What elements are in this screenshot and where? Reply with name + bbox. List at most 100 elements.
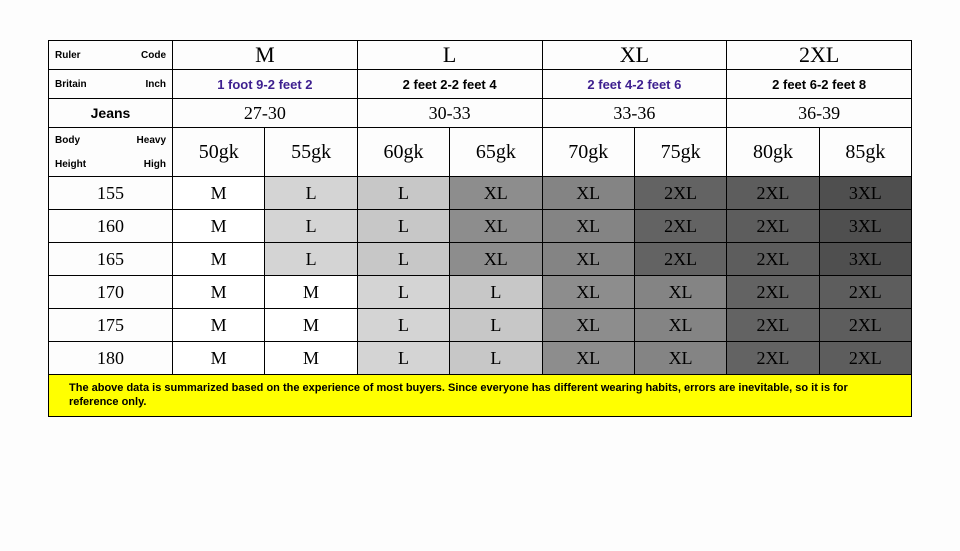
feet-3: 2 feet 6-2 feet 8: [727, 70, 912, 99]
size-cell: M: [173, 276, 265, 309]
size-cell: L: [357, 309, 449, 342]
size-cell: 2XL: [634, 210, 726, 243]
height-cell: 165: [49, 243, 173, 276]
size-cell: L: [357, 276, 449, 309]
size-cell: L: [357, 243, 449, 276]
jeans-3: 36-39: [727, 99, 912, 128]
w-1: 55gk: [265, 128, 357, 177]
w-3: 65gk: [450, 128, 542, 177]
size-cell: XL: [634, 276, 726, 309]
lbl-height: Height: [55, 159, 86, 170]
jeans-1: 30-33: [357, 99, 542, 128]
size-cell: 2XL: [819, 342, 911, 375]
row-jeans: Jeans 27-30 30-33 33-36 36-39: [49, 99, 912, 128]
feet-0: 1 foot 9-2 feet 2: [173, 70, 358, 99]
size-cell: 2XL: [727, 177, 819, 210]
feet-1: 2 feet 2-2 feet 4: [357, 70, 542, 99]
size-cell: M: [265, 276, 357, 309]
size-cell: 3XL: [819, 177, 911, 210]
size-cell: L: [357, 342, 449, 375]
size-m: M: [173, 41, 358, 70]
row-body-heavy: Body Heavy 50gk 55gk 60gk 65gk 70gk 75gk…: [49, 128, 912, 153]
height-cell: 170: [49, 276, 173, 309]
size-cell: L: [450, 309, 542, 342]
size-cell: 2XL: [634, 177, 726, 210]
hdr-body-heavy: Body Heavy: [49, 128, 173, 153]
row-note: The above data is summarized based on th…: [49, 375, 912, 417]
lbl-body: Body: [55, 135, 80, 146]
jeans-2: 33-36: [542, 99, 727, 128]
grid-row: 180MMLLXLXL2XL2XL: [49, 342, 912, 375]
size-cell: XL: [450, 210, 542, 243]
size-2xl: 2XL: [727, 41, 912, 70]
hdr-britain-inch: Britain Inch: [49, 70, 173, 99]
size-cell: 3XL: [819, 243, 911, 276]
lbl-code: Code: [141, 50, 166, 61]
size-cell: XL: [542, 243, 634, 276]
w-7: 85gk: [819, 128, 911, 177]
size-cell: M: [173, 309, 265, 342]
size-cell: M: [265, 342, 357, 375]
size-cell: XL: [542, 309, 634, 342]
size-cell: M: [173, 177, 265, 210]
jeans-0: 27-30: [173, 99, 358, 128]
height-cell: 155: [49, 177, 173, 210]
lbl-heavy: Heavy: [137, 135, 166, 146]
grid-row: 170MMLLXLXL2XL2XL: [49, 276, 912, 309]
size-cell: 2XL: [727, 309, 819, 342]
lbl-britain: Britain: [55, 79, 87, 90]
hdr-ruler-code: Ruler Code: [49, 41, 173, 70]
grid-body: 155MLLXLXL2XL2XL3XL160MLLXLXL2XL2XL3XL16…: [49, 177, 912, 375]
size-cell: L: [265, 177, 357, 210]
height-cell: 160: [49, 210, 173, 243]
grid-row: 175MMLLXLXL2XL2XL: [49, 309, 912, 342]
lbl-inch: Inch: [145, 79, 166, 90]
lbl-ruler: Ruler: [55, 50, 81, 61]
size-cell: 2XL: [727, 210, 819, 243]
size-cell: XL: [542, 210, 634, 243]
size-cell: M: [265, 309, 357, 342]
w-2: 60gk: [357, 128, 449, 177]
lbl-high: High: [144, 159, 166, 170]
size-cell: 2XL: [727, 276, 819, 309]
size-cell: XL: [542, 177, 634, 210]
size-cell: XL: [634, 309, 726, 342]
height-cell: 180: [49, 342, 173, 375]
w-6: 80gk: [727, 128, 819, 177]
feet-2: 2 feet 4-2 feet 6: [542, 70, 727, 99]
hdr-height-high: Height High: [49, 152, 173, 177]
size-cell: L: [357, 177, 449, 210]
size-cell: L: [265, 243, 357, 276]
size-cell: 2XL: [727, 243, 819, 276]
size-cell: XL: [634, 342, 726, 375]
size-cell: XL: [450, 243, 542, 276]
size-cell: 2XL: [727, 342, 819, 375]
w-4: 70gk: [542, 128, 634, 177]
size-cell: L: [450, 342, 542, 375]
size-cell: L: [357, 210, 449, 243]
size-chart-container: Ruler Code M L XL 2XL Britain Inch 1 foo…: [0, 0, 960, 437]
note-text: The above data is summarized based on th…: [49, 375, 912, 417]
size-l: L: [357, 41, 542, 70]
row-ruler-code: Ruler Code M L XL 2XL: [49, 41, 912, 70]
grid-row: 165MLLXLXL2XL2XL3XL: [49, 243, 912, 276]
size-cell: M: [173, 342, 265, 375]
hdr-jeans: Jeans: [49, 99, 173, 128]
size-cell: 2XL: [819, 276, 911, 309]
size-cell: M: [173, 243, 265, 276]
size-cell: 3XL: [819, 210, 911, 243]
grid-row: 155MLLXLXL2XL2XL3XL: [49, 177, 912, 210]
size-cell: 2XL: [819, 309, 911, 342]
row-britain-inch: Britain Inch 1 foot 9-2 feet 2 2 feet 2-…: [49, 70, 912, 99]
size-cell: XL: [542, 276, 634, 309]
size-cell: M: [173, 210, 265, 243]
w-5: 75gk: [634, 128, 726, 177]
size-xl: XL: [542, 41, 727, 70]
size-cell: XL: [450, 177, 542, 210]
size-cell: 2XL: [634, 243, 726, 276]
size-cell: L: [450, 276, 542, 309]
grid-row: 160MLLXLXL2XL2XL3XL: [49, 210, 912, 243]
size-cell: XL: [542, 342, 634, 375]
w-0: 50gk: [173, 128, 265, 177]
size-chart-table: Ruler Code M L XL 2XL Britain Inch 1 foo…: [48, 40, 912, 417]
